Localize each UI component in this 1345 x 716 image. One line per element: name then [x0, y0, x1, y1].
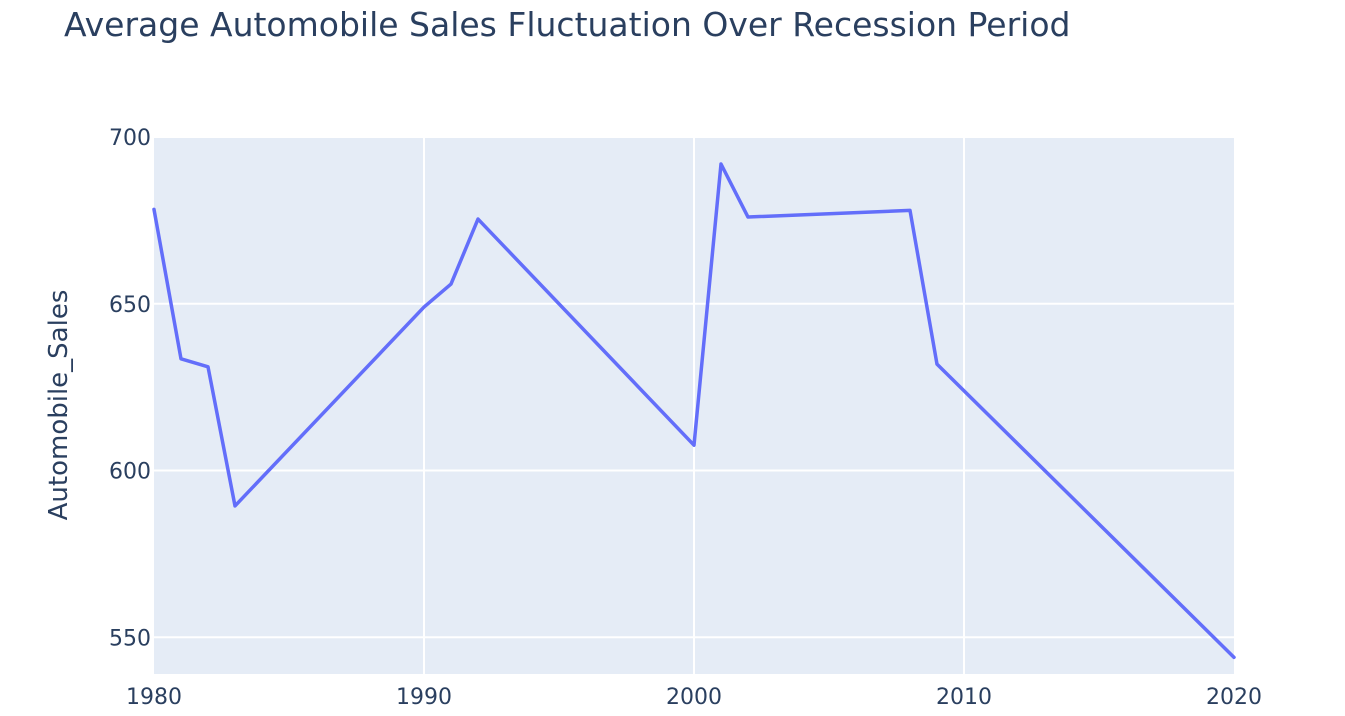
- x-tick-label: 1980: [126, 685, 182, 710]
- y-tick-label: 550: [109, 626, 151, 651]
- y-axis-title: Automobile_Sales: [44, 290, 74, 521]
- x-tick-label: 2000: [666, 685, 722, 710]
- series-line: [152, 162, 1236, 660]
- chart-title: Average Automobile Sales Fluctuation Ove…: [64, 5, 1070, 44]
- x-axis-ticks: 1980 1990 2000 2010 2020: [126, 685, 1262, 710]
- grid-lines: [154, 136, 1234, 674]
- y-tick-label: 600: [109, 460, 151, 485]
- x-tick-label: 1990: [396, 685, 452, 710]
- y-tick-label: 700: [109, 126, 151, 151]
- y-tick-label: 650: [109, 293, 151, 318]
- y-axis-ticks: 550 600 650 700: [109, 126, 151, 651]
- series-layer: [152, 162, 1236, 660]
- x-tick-label: 2020: [1206, 685, 1262, 710]
- x-tick-label: 2010: [936, 685, 992, 710]
